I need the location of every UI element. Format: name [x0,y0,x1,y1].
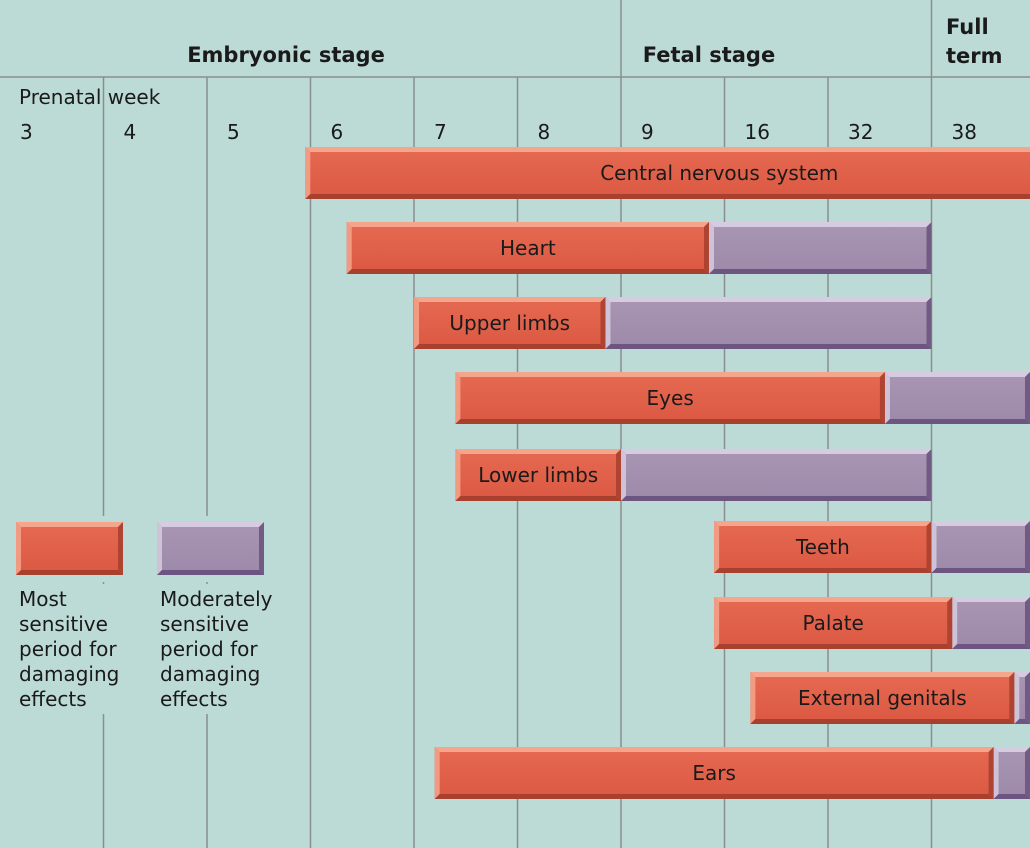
legend-text-line: period for [19,637,117,661]
week-tick-label: 16 [745,120,770,144]
bar-teeth: Teeth [714,521,1030,573]
stage-full-term-line2: term [946,44,1003,68]
legend-text-line: sensitive [19,612,108,636]
week-tick-label: 32 [848,120,873,144]
stage-header: Embryonic stage Fetal stage Full term Pr… [19,15,1003,109]
bar-upper-limbs: Upper limbs [414,297,932,349]
bar-segment-most [414,297,606,349]
bar-eyes: Eyes [455,372,1030,424]
bar-label: Teeth [795,535,850,559]
bar-central-nervous-system: Central nervous system [305,147,1030,199]
bar-segment-moderate [884,372,1030,424]
bar-lower-limbs: Lower limbs [455,449,932,501]
bar-segment-moderate [605,297,932,349]
bar-segment-most [434,747,994,799]
legend-text-line: Most [19,587,67,611]
legend-text-line: effects [19,687,87,711]
bar-segment-most [714,597,953,649]
bar-segment-moderate [1014,672,1030,724]
week-tick-label: 4 [124,120,137,144]
stage-fetal: Fetal stage [643,43,775,67]
legend-text-backdrop [12,584,272,714]
bar-label: Eyes [647,386,694,410]
week-tick-label: 9 [641,120,654,144]
axis-label: Prenatal week [19,85,161,109]
bar-segment-moderate [993,747,1030,799]
bar-segment-moderate [708,222,932,274]
stage-full-term-line1: Full [946,15,989,39]
bar-segment-moderate [621,449,932,501]
bar-palate: Palate [714,597,1030,649]
bar-label: Central nervous system [600,161,838,185]
bar-label: Ears [692,761,736,785]
legend-text-line: Moderately [160,587,273,611]
legend-text-line: damaging [160,662,260,686]
bar-label: Upper limbs [449,311,570,335]
bar-segment-moderate [931,521,1030,573]
week-tick-label: 5 [227,120,240,144]
bar-segment-most [346,222,709,274]
bar-label: Lower limbs [478,463,598,487]
bar-ears: Ears [434,747,1030,799]
bar-segment-most [455,372,885,424]
bar-segment-moderate [952,597,1030,649]
bars: Central nervous system Heart Upper limbs Ey… [305,147,1030,799]
bar-external-genitals: External genitals [750,672,1030,724]
bar-segment-most [750,672,1015,724]
stage-embryonic: Embryonic stage [187,43,385,67]
legend-text-line: damaging [19,662,119,686]
legend-swatch-most [16,522,123,575]
bar-segment-most [714,521,932,573]
legend-text-line: effects [160,687,228,711]
week-tick-label: 3 [20,120,33,144]
bar-label: External genitals [798,686,967,710]
week-tick-label: 38 [952,120,977,144]
week-tick-label: 6 [331,120,344,144]
bar-segment-most [455,449,621,501]
bar-segment-most [305,147,1030,199]
week-tick-label: 8 [538,120,551,144]
bar-heart: Heart [346,222,932,274]
week-tick-labels: 3 4 5 6 7 8 9 16 32 38 [20,120,977,144]
week-tick-label: 7 [434,120,447,144]
legend-text-line: period for [160,637,258,661]
legend-text-line: sensitive [160,612,249,636]
bar-label: Palate [802,611,863,635]
legend-swatch-moderate [157,522,264,575]
bar-label: Heart [500,236,556,260]
